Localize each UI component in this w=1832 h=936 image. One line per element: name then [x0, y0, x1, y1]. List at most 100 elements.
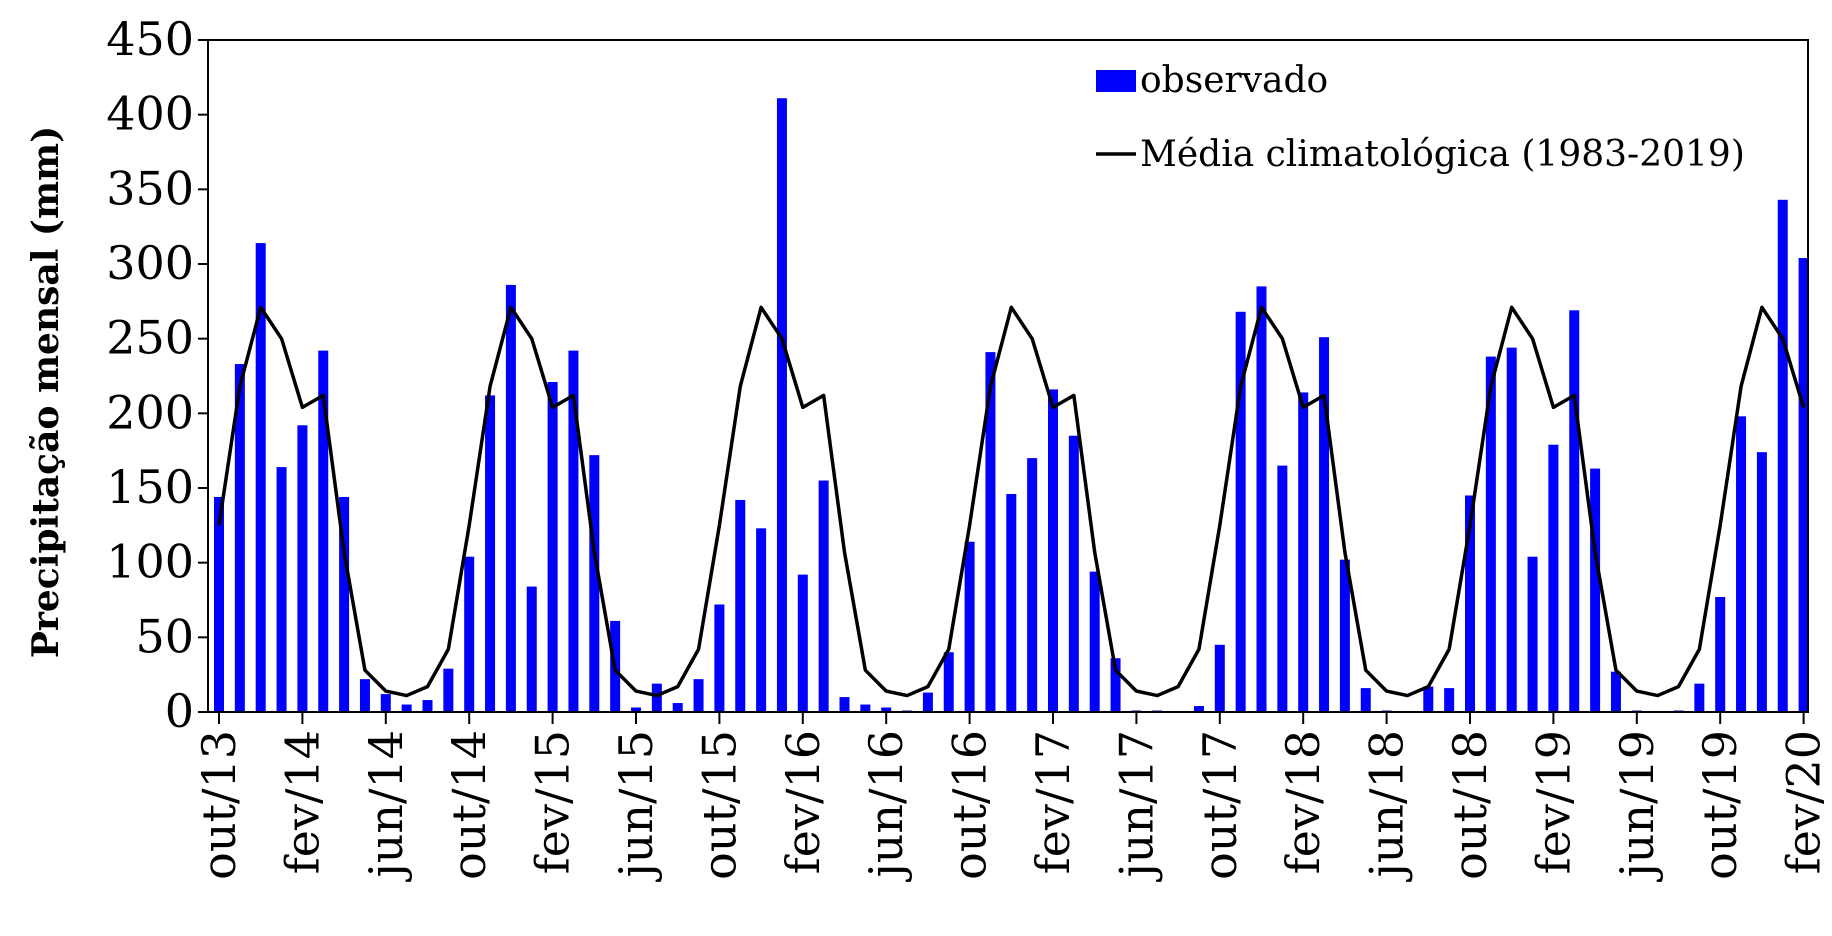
bar-observado: [276, 467, 287, 712]
bar-observado: [1485, 356, 1496, 712]
bar-observado: [881, 707, 892, 712]
bar-observado: [631, 707, 641, 712]
bar-observado: [1715, 597, 1726, 712]
bar-observado: [1548, 444, 1559, 712]
bar-observado: [1339, 559, 1350, 712]
bar-observado: [714, 604, 725, 712]
legend: observado Média climatológica (1983-2019…: [1096, 60, 1745, 175]
bar-observado: [1214, 644, 1225, 712]
x-tick-label: jun/17: [1109, 730, 1163, 883]
x-tick-label: jun/18: [1360, 730, 1414, 883]
y-axis-ticks: [198, 39, 208, 713]
x-tick-label: fev/20: [1777, 730, 1831, 874]
bar-observado: [1256, 286, 1267, 712]
bar-observado: [693, 679, 704, 712]
bar-observado: [1569, 310, 1580, 712]
x-tick-label: out/18: [1443, 730, 1497, 880]
bar-observado: [1736, 416, 1747, 712]
bar-observado: [1006, 493, 1017, 712]
bar-series-observado: [214, 98, 1809, 713]
bar-observado: [401, 704, 412, 712]
x-tick-label: jun/16: [859, 730, 913, 883]
bar-observado: [1048, 389, 1058, 712]
bar-observado: [756, 528, 767, 712]
bar-observado: [339, 496, 350, 712]
bar-observado: [672, 703, 683, 712]
bar-observado: [1756, 452, 1767, 712]
x-tick-label: jun/15: [609, 730, 663, 883]
x-axis-ticks: [218, 712, 1805, 724]
bar-observado: [1110, 658, 1121, 712]
x-tick-label: fev/17: [1026, 730, 1080, 874]
y-tick-label: 350: [106, 161, 194, 215]
bar-observado: [568, 350, 579, 712]
y-tick-label: 450: [106, 12, 194, 66]
bar-observado: [214, 496, 224, 712]
bar-observado: [1319, 337, 1330, 712]
bar-observado: [589, 455, 600, 712]
bar-observado: [1610, 671, 1621, 712]
bar-observado: [380, 694, 391, 712]
y-tick-label: 250: [106, 311, 194, 365]
bar-observado: [1465, 495, 1475, 712]
bar-observado: [505, 284, 516, 712]
bar-observado: [964, 541, 975, 712]
bar-observado: [860, 704, 871, 712]
bar-observado: [1068, 435, 1079, 712]
x-tick-label: out/14: [442, 730, 496, 880]
bar-observado: [735, 499, 746, 712]
bar-observado: [776, 98, 787, 713]
bar-observado: [526, 586, 537, 712]
bar-observado: [985, 352, 996, 712]
bar-observado: [943, 652, 954, 712]
y-tick-label: 100: [106, 535, 194, 589]
x-tick-label: jun/19: [1610, 730, 1664, 883]
bar-observado: [1694, 683, 1705, 712]
bar-observado: [839, 697, 850, 712]
legend-swatch-observado: [1096, 70, 1136, 92]
bar-observado: [1027, 458, 1038, 712]
legend-label-media-climatologica: Média climatológica (1983-2019): [1140, 134, 1745, 175]
bar-observado: [818, 480, 829, 712]
bar-observado: [1235, 311, 1246, 712]
bar-observado: [1527, 556, 1538, 712]
x-tick-label: out/19: [1693, 730, 1747, 880]
bar-observado: [1444, 688, 1455, 712]
bar-observado: [1423, 686, 1434, 712]
bar-observado: [1277, 465, 1288, 712]
bar-observado: [318, 350, 329, 712]
x-tick-label: out/13: [192, 730, 246, 880]
y-tick-label: 50: [135, 609, 194, 663]
bar-observado: [1360, 688, 1371, 712]
bar-observado: [1193, 706, 1204, 712]
x-tick-label: fev/18: [1276, 730, 1330, 874]
bar-observado: [485, 395, 496, 712]
plot-frame: [207, 39, 1809, 713]
x-tick-label: fev/16: [776, 730, 830, 874]
y-tick-label: 150: [106, 460, 194, 514]
y-tick-label: 0: [165, 684, 194, 738]
bar-observado: [547, 381, 558, 712]
x-tick-label: fev/19: [1526, 730, 1580, 874]
bar-observado: [651, 683, 662, 712]
bar-observado: [922, 692, 933, 712]
y-tick-label: 300: [106, 236, 194, 290]
bar-observado: [1777, 199, 1788, 713]
y-axis-label: Precipitação mensal (mm): [25, 126, 67, 658]
bar-observado: [1798, 258, 1809, 712]
line-series-media-climatologica: [217, 305, 1806, 698]
x-tick-label: jun/14: [359, 730, 413, 883]
bar-observado: [797, 574, 808, 712]
y-axis-tick-labels: 0 50 100 150 200 250 300 350 400 450: [106, 12, 194, 738]
y-tick-label: 400: [106, 87, 194, 141]
bar-observado: [1506, 347, 1517, 712]
bar-observado: [234, 364, 245, 712]
x-axis-tick-labels: out/13 fev/14 jun/14 out/14 fev/15 jun/15 out/…: [192, 730, 1831, 883]
x-tick-label: fev/15: [526, 730, 580, 874]
bar-observado: [464, 556, 475, 712]
bar-observado: [1089, 571, 1100, 712]
bar-observado: [422, 700, 433, 712]
legend-label-observado: observado: [1140, 60, 1328, 101]
bar-observado: [359, 679, 370, 712]
